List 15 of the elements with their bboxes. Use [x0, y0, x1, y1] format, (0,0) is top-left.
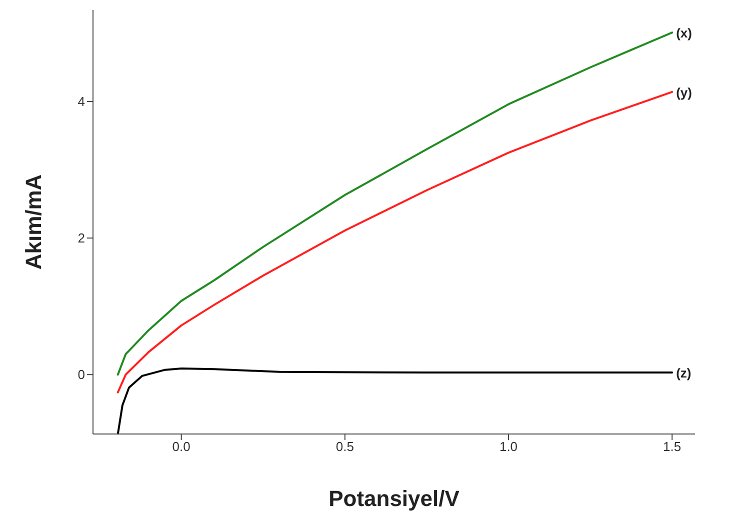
y-tick-label: 4: [78, 94, 85, 110]
x-tick-label: 1.5: [663, 439, 682, 454]
series-label: (x): [676, 26, 692, 41]
line-series: [116, 32, 674, 376]
series-label: (z): [676, 366, 692, 381]
y-tick-label: 0: [78, 367, 85, 382]
series-label: (y): [676, 84, 692, 100]
y-tick-label: 2: [78, 230, 85, 246]
x-tick-label: 0.5: [336, 439, 354, 454]
line-series: [116, 367, 674, 434]
line-series: [116, 90, 674, 394]
x-tick-label: 0.0: [172, 439, 190, 454]
x-tick-label: 1.0: [499, 439, 518, 454]
y-axis-title: Akım/mA: [20, 174, 46, 270]
x-axis-title: Potansiyel/V: [328, 486, 460, 511]
